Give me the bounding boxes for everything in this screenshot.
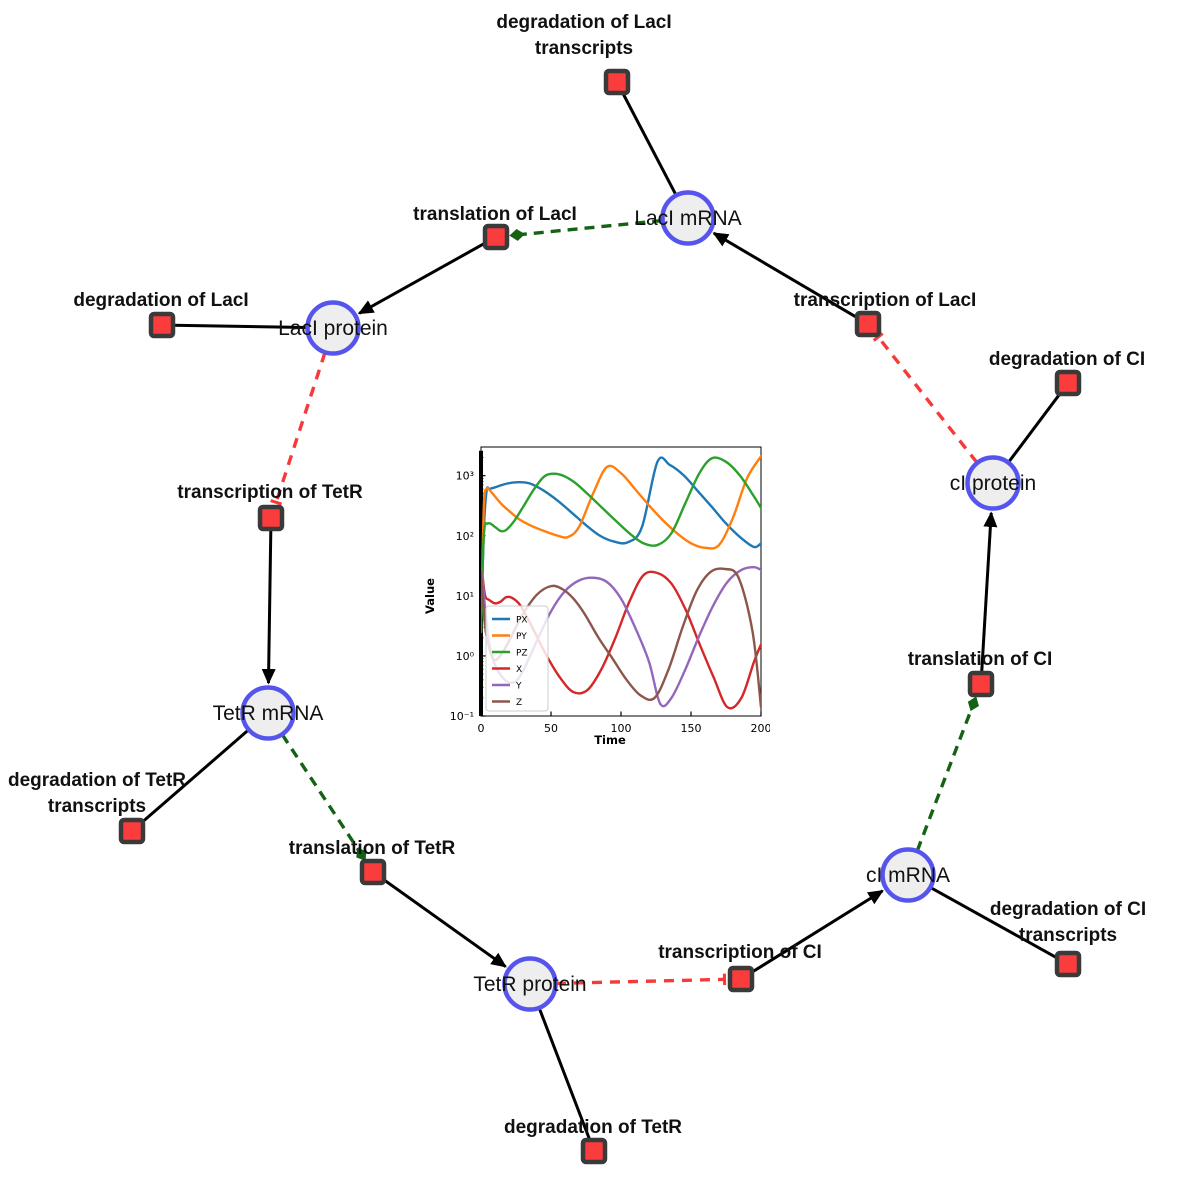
chart-x-tick-label: 200 [751, 722, 771, 735]
edge-cI_protein-to-deg_cI [1007, 390, 1063, 464]
edge-transcr_cI-to-cI_mrna [750, 889, 884, 974]
species-node-lacI_mrna[interactable] [660, 190, 716, 246]
reaction-label-transcr_tetR: transcription of TetR [177, 482, 363, 503]
edge-lacI_protein-to-deg_lacI [172, 323, 308, 330]
chart-legend-label-PX: PX [516, 615, 528, 625]
edge-transl_cI-to-cI_protein [980, 511, 998, 673]
species-node-tetR_mrna[interactable] [240, 685, 296, 741]
edge-cI_mrna-to-transl_cI [915, 696, 979, 852]
reaction-node-transl_lacI[interactable] [482, 223, 510, 251]
species-label-lacI_protein: LacI protein [278, 317, 388, 340]
reaction-label-transl_cI: translation of CI [908, 649, 1053, 670]
timeseries-inset-chart: 10⁻¹ 10⁰ 10¹ 10² 10³ 0 50 100 150 200 PX PY PZ X Y Z Ti… [418, 436, 770, 758]
chart-legend-label-X: X [516, 665, 522, 675]
reaction-label-deg_tetR_tr: degradation of TetR transcripts [8, 770, 186, 817]
species-label-tetR_protein: TetR protein [473, 973, 586, 996]
chart-x-tick-label: 0 [478, 722, 485, 735]
node-layer [118, 68, 1082, 1165]
chart-legend-label-PY: PY [516, 632, 527, 642]
chart-legend-label-Y: Y [515, 681, 522, 691]
chart-x-tick-label: 150 [681, 722, 702, 735]
chart-series-PZ [481, 456, 761, 634]
edge-cI_protein-to-transcr_lacI [872, 332, 979, 464]
chart-y-axis-label: Value [423, 578, 437, 614]
reaction-node-transl_tetR[interactable] [359, 858, 387, 886]
chart-legend-label-Z: Z [516, 698, 522, 708]
reaction-label-transl_lacI: translation of LacI [413, 204, 577, 225]
edge-tetR_protein-to-deg_tetR [537, 1007, 592, 1142]
edge-transl_tetR-to-tetR_protein [381, 877, 507, 968]
reaction-label-deg_cI_tr: degradation of CI transcripts [990, 899, 1146, 946]
reaction-node-deg_lacI[interactable] [148, 311, 176, 339]
reaction-node-transcr_lacI[interactable] [854, 310, 882, 338]
edge-transl_lacI-to-lacI_protein [357, 241, 487, 315]
chart-y-tick-label: 10⁻¹ [450, 710, 474, 723]
edge-transcr_tetR-to-tetR_mrna [261, 529, 276, 685]
label-layer: LacI mRNA LacI protein TetR mRNA TetR prote… [8, 12, 1146, 1138]
chart-y-tick-label: 10² [456, 530, 474, 543]
species-node-tetR_protein[interactable] [502, 956, 558, 1012]
species-node-lacI_protein[interactable] [305, 300, 361, 356]
edge-layer [139, 91, 1063, 1142]
species-label-tetR_mrna: TetR mRNA [213, 702, 324, 725]
reaction-label-deg_tetR: degradation of TetR [504, 1117, 682, 1138]
chart-series-X [481, 570, 761, 710]
reaction-node-transcr_cI[interactable] [727, 965, 755, 993]
reaction-label-transcr_cI: transcription of CI [658, 942, 822, 963]
species-label-cI_protein: cI protein [950, 472, 1036, 495]
species-node-cI_protein[interactable] [965, 455, 1021, 511]
chart-y-tick-label: 10¹ [456, 590, 474, 603]
chart-series-PX [481, 456, 761, 634]
edge-lacI_protein-to-transcr_tetR [270, 352, 327, 506]
reaction-label-deg_lacI: degradation of LacI [73, 290, 248, 311]
reaction-node-deg_lacI_tr[interactable] [603, 68, 631, 96]
chart-x-axis-label: Time [594, 733, 626, 747]
reaction-node-deg_tetR_tr[interactable] [118, 817, 146, 845]
reaction-label-transl_tetR: translation of TetR [289, 838, 456, 859]
edge-tetR_mrna-to-deg_tetR_tr [139, 728, 250, 825]
edge-cI_mrna-to-deg_cI_tr [929, 886, 1060, 960]
reaction-node-transl_cI[interactable] [967, 670, 995, 698]
reaction-node-deg_tetR[interactable] [580, 1137, 608, 1165]
chart-legend-label-PZ: PZ [516, 648, 528, 658]
chart-plot-area: 10⁻¹ 10⁰ 10¹ 10² 10³ 0 50 100 150 200 PX PY PZ XYZ [450, 446, 771, 735]
edge-lacI_mrna-to-deg_lacI_tr [620, 91, 678, 196]
chart-y-tick-label: 10⁰ [456, 650, 475, 663]
species-label-lacI_mrna: LacI mRNA [634, 207, 741, 230]
edge-transcr_lacI-to-lacI_mrna [712, 231, 859, 320]
species-label-cI_mrna: cI mRNA [866, 864, 950, 887]
reaction-node-deg_cI[interactable] [1054, 369, 1082, 397]
reaction-label-deg_cI: degradation of CI [989, 349, 1145, 370]
chart-y-tick-label: 10³ [456, 470, 474, 483]
reaction-label-deg_lacI_tr: degradation of LacI transcripts [496, 12, 671, 59]
edge-lacI_mrna-to-transl_lacI [509, 218, 663, 241]
chart-x-tick-label: 50 [544, 722, 558, 735]
reaction-label-transcr_lacI: transcription of LacI [794, 290, 977, 311]
reaction-node-deg_cI_tr[interactable] [1054, 950, 1082, 978]
reaction-node-transcr_tetR[interactable] [257, 504, 285, 532]
chart-x-tick-label: 100 [611, 722, 632, 735]
chart-series-PY [481, 455, 761, 634]
edge-tetR_mrna-to-transl_tetR [280, 733, 367, 861]
species-node-cI_mrna[interactable] [880, 847, 936, 903]
